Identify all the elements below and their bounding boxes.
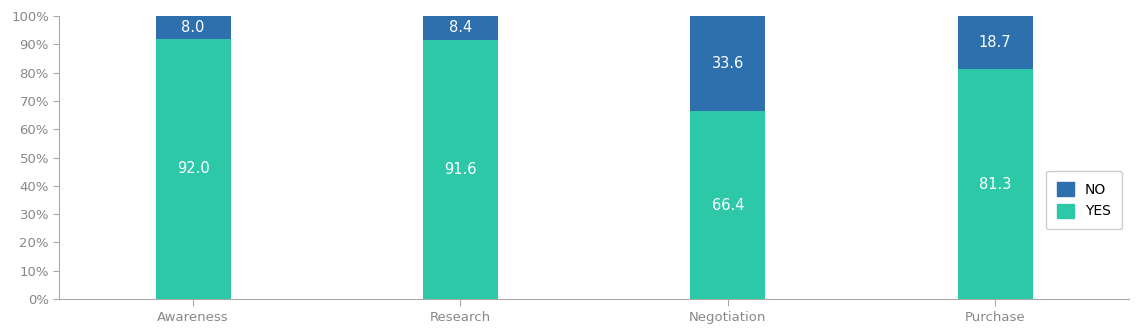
Text: 81.3: 81.3: [979, 177, 1011, 192]
Text: 66.4: 66.4: [711, 198, 744, 213]
Bar: [958, 69, 1033, 299]
Bar: [691, 16, 765, 111]
Text: 91.6: 91.6: [445, 162, 477, 177]
Bar: [423, 16, 498, 40]
Bar: [423, 40, 498, 299]
Bar: [156, 39, 230, 299]
Legend: NO, YES: NO, YES: [1047, 171, 1122, 229]
Text: 18.7: 18.7: [979, 35, 1011, 50]
Bar: [156, 16, 230, 39]
Bar: [691, 111, 765, 299]
Text: 8.0: 8.0: [181, 20, 205, 35]
Text: 92.0: 92.0: [177, 161, 210, 177]
Bar: [958, 16, 1033, 69]
Text: 8.4: 8.4: [449, 20, 472, 36]
Text: 33.6: 33.6: [711, 56, 744, 71]
